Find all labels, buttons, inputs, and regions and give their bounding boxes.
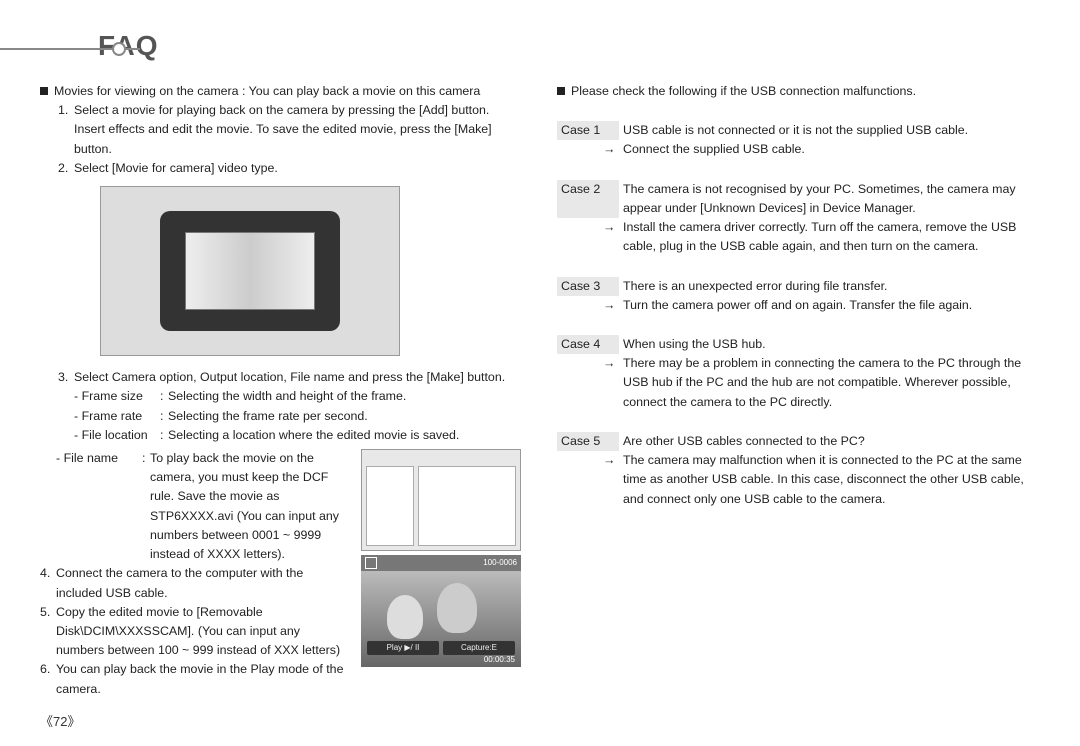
- left-intro: Movies for viewing on the camera : You c…: [40, 82, 523, 101]
- def-sep: :: [160, 407, 168, 426]
- step-text: Connect the camera to the computer with …: [56, 564, 349, 602]
- play-button-label: Play ▶/ II: [367, 641, 439, 655]
- step-text: You can play back the movie in the Play …: [56, 660, 349, 698]
- arrow-icon: →: [603, 296, 623, 315]
- case-body: Are other USB cables connected to the PC…: [623, 432, 1040, 451]
- def-label: - Frame size: [74, 387, 160, 406]
- step-num: 3.: [58, 368, 74, 387]
- step-3: 3. Select Camera option, Output location…: [58, 368, 523, 387]
- def-sep: :: [142, 449, 150, 564]
- page-title: FAQ: [98, 30, 1040, 62]
- step-text: Select [Movie for camera] video type.: [74, 159, 278, 178]
- def-sep: :: [160, 426, 168, 445]
- step-num: 4.: [40, 564, 56, 602]
- case-3: Case 3 There is an unexpected error duri…: [557, 277, 1040, 315]
- arrow-icon: →: [603, 354, 623, 412]
- arrow-icon: →: [603, 451, 623, 509]
- case-label: Case 1: [557, 121, 619, 140]
- lower-text: - File name : To play back the movie on …: [40, 449, 349, 699]
- def-body: To play back the movie on the camera, yo…: [150, 449, 349, 564]
- case-solution: Connect the supplied USB cable.: [623, 140, 1040, 159]
- case-2: Case 2 The camera is not recognised by y…: [557, 180, 1040, 257]
- arrow-icon: →: [603, 140, 623, 159]
- step-num: 1.: [58, 101, 74, 159]
- def-body: Selecting the width and height of the fr…: [168, 387, 523, 406]
- step-2: 2. Select [Movie for camera] video type.: [58, 159, 523, 178]
- step-num: 5.: [40, 603, 56, 661]
- def-body: Selecting a location where the edited mo…: [168, 426, 523, 445]
- screenshot-explorer: [361, 449, 521, 551]
- case-label: Case 2: [557, 180, 619, 218]
- right-column: Please check the following if the USB co…: [557, 82, 1040, 699]
- person-icon: [387, 595, 423, 639]
- def-label: - File location: [74, 426, 160, 445]
- step-1: 1. Select a movie for playing back on th…: [58, 101, 523, 159]
- step-num: 2.: [58, 159, 74, 178]
- screenshot-playback: 100-0006 Play ▶/ II Capture:E 00:00:35: [361, 555, 521, 667]
- case-5: Case 5 Are other USB cables connected to…: [557, 432, 1040, 509]
- def-file-name: - File name : To play back the movie on …: [56, 449, 349, 564]
- person-icon: [437, 583, 477, 633]
- screenshot-editor: [100, 186, 400, 356]
- page-number: 《72》: [40, 711, 80, 730]
- step-num: 6.: [40, 660, 56, 698]
- right-intro-text: Please check the following if the USB co…: [571, 82, 916, 101]
- playback-time: 00:00:35: [484, 654, 515, 666]
- case-4: Case 4 When using the USB hub. → There m…: [557, 335, 1040, 412]
- case-solution: The camera may malfunction when it is co…: [623, 451, 1040, 509]
- def-label: - Frame rate: [74, 407, 160, 426]
- editor-screen: [185, 232, 315, 310]
- explorer-main: [418, 466, 516, 546]
- step-text: Copy the edited movie to [Removable Disk…: [56, 603, 349, 661]
- header: FAQ: [40, 30, 1040, 62]
- square-bullet-icon: [40, 87, 48, 95]
- manual-page: FAQ Movies for viewing on the camera : Y…: [0, 0, 1080, 746]
- content-columns: Movies for viewing on the camera : You c…: [40, 82, 1040, 699]
- case-body: There is an unexpected error during file…: [623, 277, 1040, 296]
- case-body: USB cable is not connected or it is not …: [623, 121, 1040, 140]
- explorer-panel: [362, 450, 520, 550]
- step-4: 4. Connect the camera to the computer wi…: [40, 564, 349, 602]
- editor-device-icon: [160, 211, 340, 331]
- def-body: Selecting the frame rate per second.: [168, 407, 523, 426]
- def-frame-size: - Frame size : Selecting the width and h…: [74, 387, 523, 406]
- play-mode-icon: [365, 557, 377, 569]
- left-column: Movies for viewing on the camera : You c…: [40, 82, 523, 699]
- def-label: - File name: [56, 449, 142, 564]
- case-label: Case 3: [557, 277, 619, 296]
- explorer-sidebar: [366, 466, 414, 546]
- arrow-icon: →: [603, 218, 623, 256]
- def-sep: :: [160, 387, 168, 406]
- case-1: Case 1 USB cable is not connected or it …: [557, 121, 1040, 159]
- image-number: 100-0006: [483, 557, 517, 569]
- case-solution: Turn the camera power off and on again. …: [623, 296, 1040, 315]
- def-file-location: - File location : Selecting a location w…: [74, 426, 523, 445]
- case-solution: There may be a problem in connecting the…: [623, 354, 1040, 412]
- header-dot-icon: [112, 42, 126, 56]
- case-label: Case 4: [557, 335, 619, 354]
- right-intro: Please check the following if the USB co…: [557, 82, 1040, 101]
- step-text: Select Camera option, Output location, F…: [74, 368, 505, 387]
- step-5: 5. Copy the edited movie to [Removable D…: [40, 603, 349, 661]
- step-text: Select a movie for playing back on the c…: [74, 101, 523, 159]
- case-solution: Install the camera driver correctly. Tur…: [623, 218, 1040, 256]
- case-body: When using the USB hub.: [623, 335, 1040, 354]
- case-label: Case 5: [557, 432, 619, 451]
- right-images: 100-0006 Play ▶/ II Capture:E 00:00:35: [361, 449, 523, 699]
- lower-block: - File name : To play back the movie on …: [40, 449, 523, 699]
- def-frame-rate: - Frame rate : Selecting the frame rate …: [74, 407, 523, 426]
- case-body: The camera is not recognised by your PC.…: [623, 180, 1040, 218]
- step-6: 6. You can play back the movie in the Pl…: [40, 660, 349, 698]
- left-intro-text: Movies for viewing on the camera : You c…: [54, 82, 480, 101]
- square-bullet-icon: [557, 87, 565, 95]
